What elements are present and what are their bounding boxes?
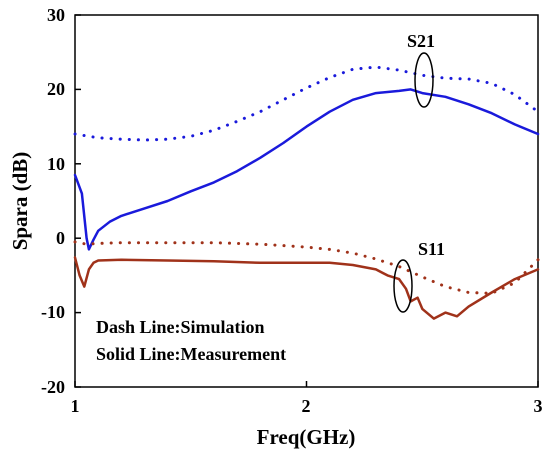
s11-measurement-line (73, 256, 540, 320)
x-tick-label-3: 3 (534, 396, 543, 416)
x-axis-label: Freq(GHz) (257, 425, 356, 449)
y-tick-label-20: 20 (47, 79, 65, 99)
y-tick-label-30: 30 (47, 5, 65, 25)
s11-label: S11 (418, 239, 445, 259)
s11-simulation-line (73, 240, 540, 295)
s21-callout-ellipse (414, 52, 434, 108)
s11-callout-ellipse (393, 259, 413, 313)
legend-simulation-note: Dash Line:Simulation (96, 317, 265, 337)
y-tick-label-0: 0 (56, 228, 65, 248)
legend-measurement-note: Solid Line:Measurement (96, 344, 286, 364)
x-tick-label-1: 1 (71, 396, 80, 416)
s21-simulation-line (73, 65, 540, 142)
s21-measurement-line (73, 88, 540, 251)
y-axis-label: Spara (dB) (8, 152, 32, 251)
x-tick-label-2: 2 (302, 396, 311, 416)
series-layer (73, 65, 540, 320)
s21-label: S21 (407, 31, 435, 51)
y-tick-label-10: 10 (47, 154, 65, 174)
y-tick-label-neg10: -10 (41, 302, 65, 322)
y-tick-label-neg20: -20 (41, 377, 65, 397)
